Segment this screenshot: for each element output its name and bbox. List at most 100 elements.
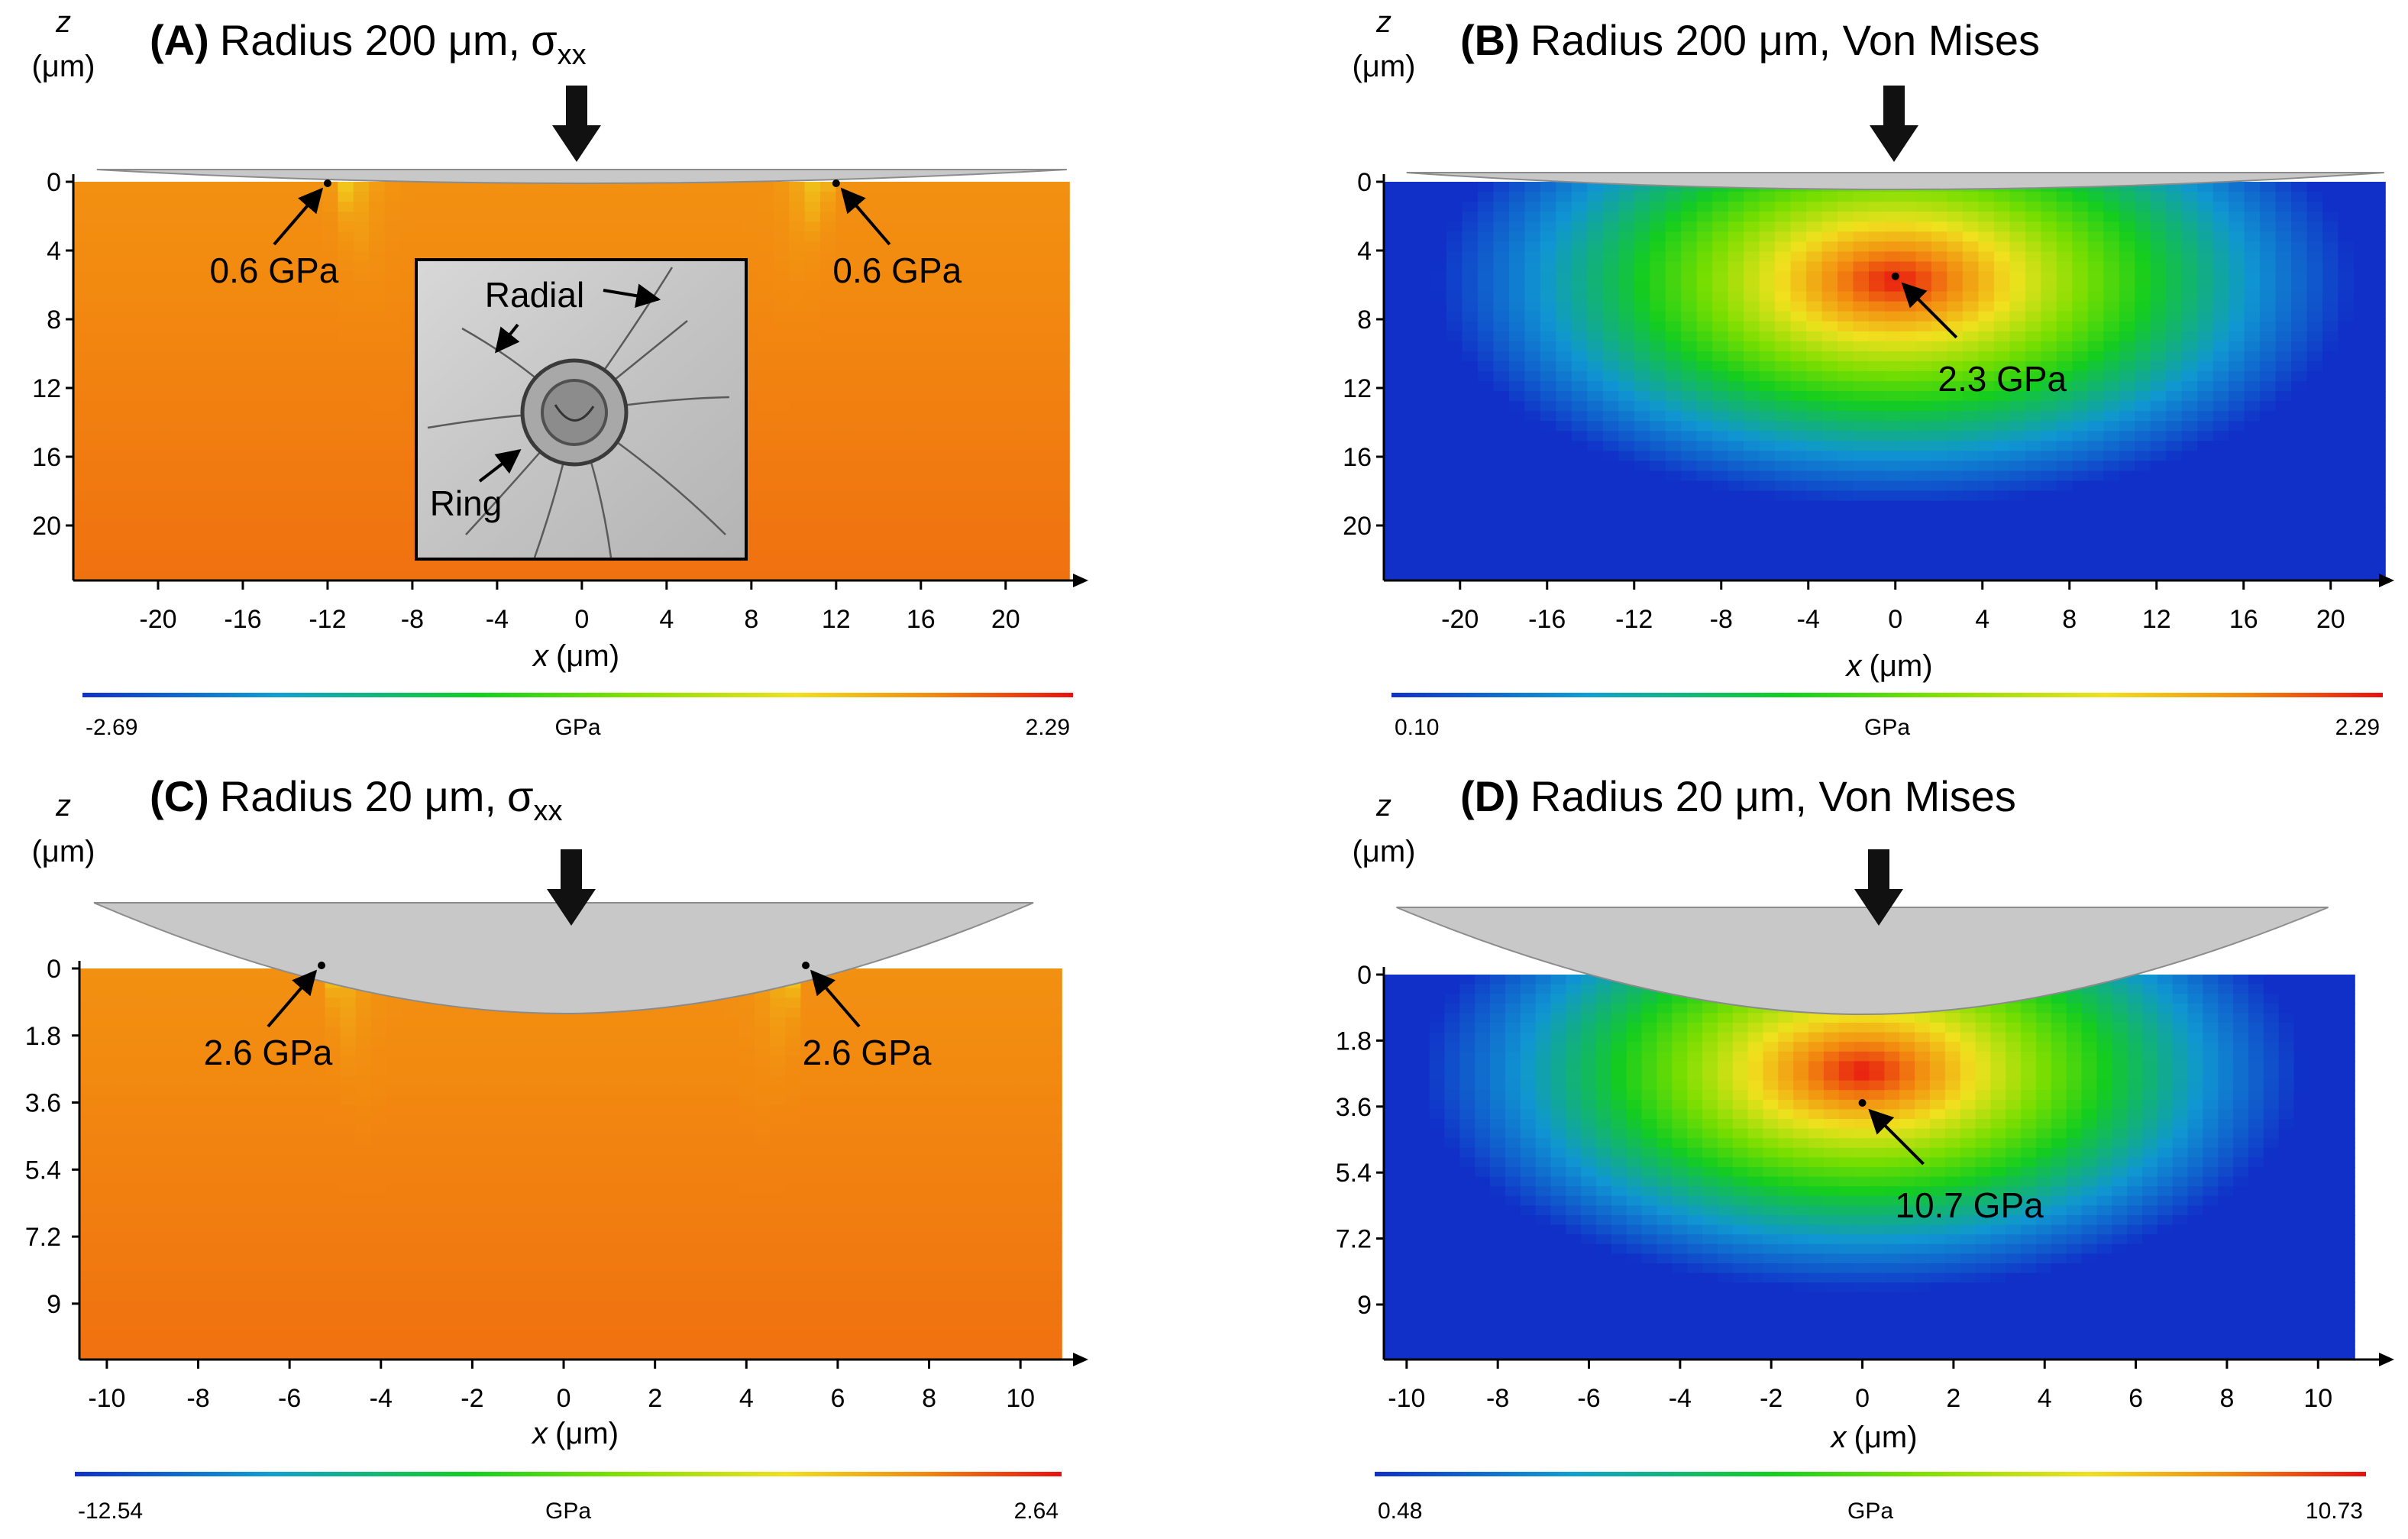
heatmap-cell <box>2150 401 2167 412</box>
heatmap-cell <box>1446 221 1463 233</box>
heatmap-cell <box>882 202 899 212</box>
heatmap-cell <box>2072 192 2089 202</box>
heatmap-cell <box>851 241 868 253</box>
heatmap-cell <box>399 281 417 293</box>
heatmap-cell <box>1587 271 1604 283</box>
heatmap-cell <box>2275 391 2292 402</box>
heatmap-cell <box>1947 311 1964 322</box>
heatmap-cell <box>1446 490 1463 502</box>
heatmap-cell <box>369 261 386 273</box>
heatmap-cell <box>182 480 199 492</box>
heatmap-cell <box>1759 401 1776 412</box>
heatmap-cell <box>836 331 852 342</box>
heatmap-cell <box>1884 251 1901 263</box>
heatmap-cell <box>1477 212 1495 222</box>
heatmap-cell <box>89 431 105 442</box>
heatmap-cell <box>135 461 152 472</box>
heatmap-cell <box>1415 530 1432 542</box>
heatmap-cell <box>945 500 962 512</box>
heatmap-cell <box>1462 571 1479 581</box>
heatmap-cell <box>1915 202 1932 212</box>
heatmap-cell <box>1947 441 1964 452</box>
heatmap-cell <box>1962 530 1980 542</box>
heatmap-cell <box>135 490 152 502</box>
heatmap-cell <box>338 311 354 322</box>
heatmap-cell <box>711 571 728 581</box>
heatmap-cell <box>913 540 930 551</box>
heatmap-cell <box>2197 451 2214 462</box>
heatmap-cell <box>1853 351 1870 362</box>
heatmap-cell <box>1430 291 1447 302</box>
heatmap-cell <box>120 510 137 522</box>
heatmap-cell <box>1931 202 1948 212</box>
heatmap-cell <box>1384 331 1401 342</box>
heatmap-cell <box>2056 271 2073 283</box>
heatmap-cell <box>1493 480 1510 492</box>
heatmap-cell <box>2212 431 2229 442</box>
heatmap-cell <box>1838 500 1854 512</box>
heatmap-cell <box>1384 401 1401 412</box>
heatmap-cell <box>1728 341 1744 352</box>
heatmap-cell <box>1053 550 1070 561</box>
heatmap-cell <box>1493 371 1510 382</box>
heatmap-cell <box>2087 560 2105 571</box>
heatmap-cell <box>1007 451 1023 462</box>
heatmap-cell <box>150 510 168 522</box>
heatmap-cell <box>773 441 790 452</box>
heatmap-cell <box>2275 530 2292 542</box>
heatmap-cell <box>991 192 1008 202</box>
heatmap-cell <box>789 421 806 432</box>
heatmap-cell <box>602 241 619 253</box>
heatmap-cell <box>2166 251 2183 263</box>
heatmap-cell <box>384 202 401 212</box>
heatmap-cell <box>228 500 245 512</box>
heatmap-cell <box>991 540 1008 551</box>
heatmap-cell <box>1853 391 1870 402</box>
heatmap-cell <box>1477 411 1495 422</box>
heatmap-cell <box>2229 281 2245 293</box>
heatmap-cell <box>1681 520 1698 532</box>
heatmap-cell <box>1556 281 1572 293</box>
heatmap-cell <box>1838 401 1854 412</box>
heatmap-cell <box>1712 520 1729 532</box>
heatmap-cell <box>1384 490 1401 502</box>
heatmap-cell <box>960 311 977 322</box>
heatmap-cell <box>89 291 105 302</box>
heatmap-cell <box>1053 241 1070 253</box>
heatmap-cell <box>1915 490 1932 502</box>
heatmap-cell <box>1462 192 1479 202</box>
heatmap-cell <box>1962 241 1980 253</box>
heatmap-cell <box>1806 261 1823 273</box>
heatmap-cell <box>1602 550 1620 561</box>
heatmap-cell <box>1587 411 1604 422</box>
heatmap-cell <box>1022 281 1039 293</box>
heatmap-cell <box>945 291 962 302</box>
heatmap-cell <box>1634 381 1651 392</box>
heatmap-cell <box>198 182 215 192</box>
heatmap-cell <box>1540 202 1557 212</box>
heatmap-cell <box>2275 281 2292 293</box>
heatmap-cell <box>1712 381 1729 392</box>
heatmap-cell <box>571 202 588 212</box>
heatmap-cell <box>1430 500 1447 512</box>
heatmap-cell <box>836 351 852 362</box>
heatmap-cell <box>1508 431 1526 442</box>
heatmap-cell <box>1384 371 1401 382</box>
heatmap-cell <box>975 241 992 253</box>
heatmap-cell <box>1759 301 1776 312</box>
heatmap-cell <box>291 401 308 412</box>
heatmap-cell <box>338 571 354 581</box>
heatmap-cell <box>1477 251 1495 263</box>
heatmap-cell <box>1993 421 2011 432</box>
heatmap-cell <box>2181 331 2198 342</box>
heatmap-cell <box>2212 510 2229 522</box>
heatmap-cell <box>2260 241 2277 253</box>
heatmap-cell <box>150 530 168 542</box>
heatmap-cell <box>2119 231 2136 243</box>
heatmap-cell <box>913 321 930 332</box>
heatmap-cell <box>291 550 308 561</box>
heatmap-cell <box>2150 451 2167 462</box>
heatmap-cell <box>1446 461 1463 472</box>
heatmap-cell <box>1744 221 1760 233</box>
heatmap-cell <box>1665 301 1682 312</box>
